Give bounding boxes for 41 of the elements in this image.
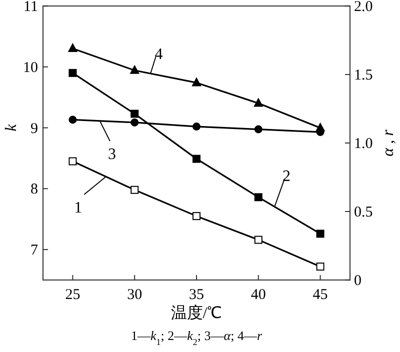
y2-axis-title: α , r xyxy=(380,128,397,156)
y2-tick-label: 1.0 xyxy=(354,136,373,152)
point xyxy=(192,212,200,220)
point xyxy=(192,122,200,131)
y-tick-label: 7 xyxy=(30,242,38,259)
point xyxy=(130,110,139,118)
x-tick-label: 45 xyxy=(312,287,328,303)
annotation: 4 xyxy=(154,46,163,63)
y2-tick-label: 0 xyxy=(354,273,362,289)
x-tick-label: 35 xyxy=(189,287,204,303)
point xyxy=(254,98,263,107)
x-tick-label: 25 xyxy=(65,287,80,303)
point xyxy=(130,65,140,74)
x-tick-label: 40 xyxy=(250,287,266,303)
x-tick-label: 30 xyxy=(127,287,142,303)
y-tick-label: 8 xyxy=(30,182,38,198)
annotation: 1 xyxy=(74,199,82,216)
point xyxy=(130,118,139,126)
x-axis-title: 温度/℃ xyxy=(170,304,222,322)
point xyxy=(68,68,77,77)
point xyxy=(68,116,77,124)
annotation: 3 xyxy=(108,146,116,164)
y-tick-label: 11 xyxy=(24,0,38,15)
point xyxy=(254,193,262,202)
point xyxy=(192,154,200,163)
point xyxy=(316,122,325,132)
point xyxy=(316,262,324,271)
point xyxy=(68,43,78,52)
point xyxy=(68,157,77,166)
point xyxy=(192,78,201,86)
text: 1—k$_{1}$; 2—k$_{2}$; 3—α; 4—r xyxy=(130,328,262,347)
y-axis-title: k xyxy=(3,123,20,132)
y2-tick-label: 0.5 xyxy=(354,204,373,220)
point xyxy=(130,186,139,194)
y2-tick-label: 1.5 xyxy=(354,68,373,84)
y-tick-label: 10 xyxy=(23,60,38,76)
point xyxy=(254,125,262,134)
point xyxy=(254,236,262,244)
point xyxy=(316,230,324,238)
y-tick-label: 9 xyxy=(30,120,38,137)
y2-tick-label: 2.0 xyxy=(354,0,373,15)
